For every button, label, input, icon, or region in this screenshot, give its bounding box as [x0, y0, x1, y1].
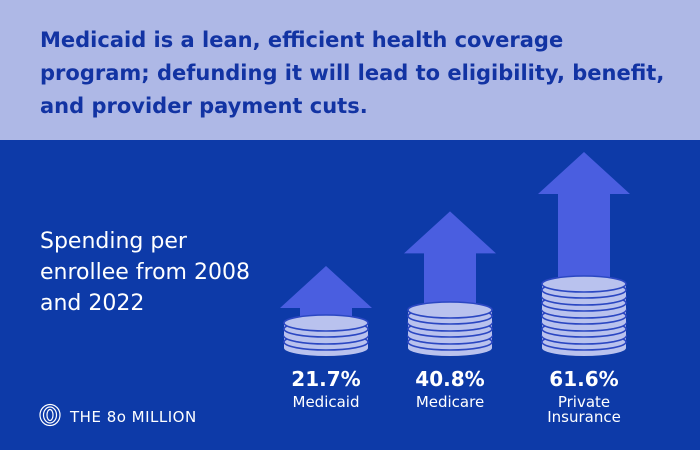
category-label-private-insurance: Insurance [547, 408, 621, 426]
coin-bottom-medicaid [284, 340, 368, 356]
arrow-private-insurance [538, 152, 630, 282]
coin-bottom-private-insurance [542, 314, 626, 330]
coin-top-private-insurance [541, 275, 627, 293]
brand-name: THE 8o MILLION [70, 408, 197, 426]
coin-bottom-medicare [408, 314, 492, 330]
category-label-private-insurance: Private [557, 393, 611, 411]
category-label-medicaid: Medicaid [292, 393, 360, 411]
coin-top-medicaid [283, 314, 369, 332]
coin-bottom-private-insurance [542, 340, 626, 356]
header-banner [0, 0, 700, 140]
value-label-private-insurance: 61.6% [549, 367, 619, 391]
coin-bottom-medicare [408, 340, 492, 356]
chart-subtitle: Spending per enrollee from 2008 and 2022 [40, 229, 250, 316]
value-label-medicaid: 21.7% [291, 367, 361, 391]
coin-bottom-private-insurance [542, 301, 626, 317]
spending-chart [280, 152, 630, 356]
coin-bottom-private-insurance [542, 327, 626, 343]
coin-bottom-medicaid [284, 327, 368, 343]
category-label-medicare: Medicare [415, 393, 485, 411]
headline: Medicaid is a lean, efficient health cov… [40, 28, 665, 118]
brand-logo: THE 8o MILLION [38, 403, 197, 432]
bar-medicaid [280, 266, 372, 356]
bar-private-insurance [538, 152, 630, 356]
arrow-medicare [404, 211, 496, 308]
coin-top-medicare [407, 301, 493, 319]
concentric-rings-logo-icon [38, 403, 62, 432]
arrow-medicaid [280, 266, 372, 321]
bar-medicare [404, 211, 496, 356]
coin-bottom-medicare [408, 327, 492, 343]
coin-bottom-private-insurance [542, 288, 626, 304]
value-label-medicare: 40.8% [415, 367, 485, 391]
